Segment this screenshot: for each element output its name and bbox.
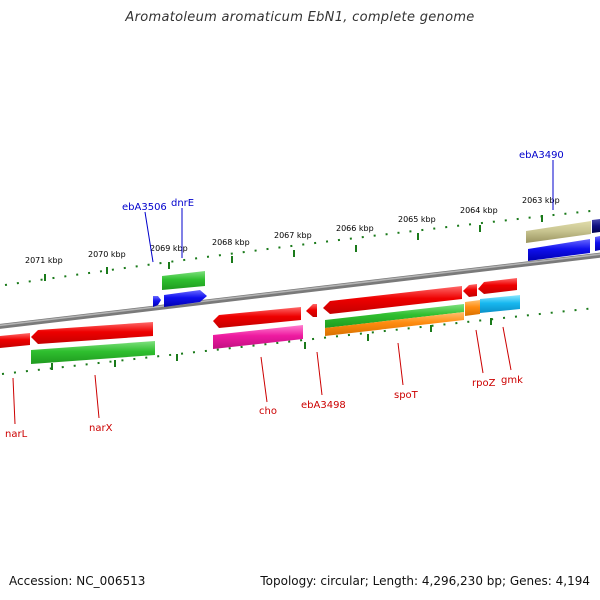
gene-arrow-spoT-orange[interactable] — [325, 312, 464, 336]
forward-major-ticks — [44, 215, 543, 281]
gene-label-ebA3498[interactable]: ebA3498 — [301, 400, 346, 411]
forward-leader-lines — [144, 160, 554, 263]
gene-arrow-cho-red[interactable] — [213, 307, 301, 328]
gene-arrow-olive[interactable] — [526, 221, 591, 243]
gene-arrow-ebA3498[interactable] — [306, 304, 317, 317]
tick-label-2063: 2063 kbp — [522, 196, 560, 205]
tick-label-2064: 2064 kbp — [460, 206, 498, 215]
accession-text: Accession: NC_006513 — [9, 574, 146, 588]
reverse-major-ticks — [51, 318, 492, 370]
gene-arrow-narL[interactable] — [0, 333, 30, 348]
gene-arrow-cho-pink[interactable] — [213, 325, 303, 349]
gene-arrow-blue-edge[interactable] — [595, 236, 600, 251]
tick-label-2070: 2070 kbp — [88, 250, 126, 259]
gene-arrow-dnrE-green[interactable] — [162, 271, 205, 290]
forward-tick-ring — [4, 209, 600, 286]
tick-label-2068: 2068 kbp — [212, 238, 250, 247]
gene-arrow-spoT-red[interactable] — [323, 286, 462, 314]
gene-label-spoT[interactable]: spoT — [394, 390, 419, 401]
gene-arrow-rpoZ-orange[interactable] — [465, 300, 480, 316]
tick-label-2066: 2066 kbp — [336, 224, 374, 233]
gene-label-ebA3506[interactable]: ebA3506 — [122, 202, 167, 213]
gene-arrow-blue-right[interactable] — [528, 239, 590, 261]
tick-label-2067: 2067 kbp — [274, 231, 312, 240]
gene-label-narX[interactable]: narX — [89, 423, 113, 434]
gene-arrow-navy[interactable] — [592, 219, 600, 233]
gene-arrow-blue-dnrE[interactable] — [164, 290, 207, 307]
gene-arrow-spoT-green[interactable] — [325, 304, 464, 328]
genome-backbone — [0, 252, 600, 329]
tick-label-2069: 2069 kbp — [150, 244, 188, 253]
gene-label-dnrE[interactable]: dnrE — [171, 198, 194, 209]
gene-label-rpoZ[interactable]: rpoZ — [472, 378, 496, 389]
page-title: Aromatoleum aromaticum EbN1, complete ge… — [125, 10, 475, 25]
gene-arrow-rpoZ-red[interactable] — [463, 284, 477, 297]
tick-label-2071: 2071 kbp — [25, 256, 63, 265]
reverse-leader-lines — [12, 326, 512, 425]
gene-label-cho[interactable]: cho — [259, 406, 277, 417]
topology-text: Topology: circular; Length: 4,296,230 bp… — [260, 574, 590, 588]
tick-label-2065: 2065 kbp — [398, 215, 436, 224]
gene-arrow-narX-green[interactable] — [31, 341, 155, 364]
gene-arrow-gmk-cyan[interactable] — [480, 295, 520, 313]
gene-arrow-narX-red[interactable] — [31, 322, 153, 344]
gene-label-ebA3490[interactable]: ebA3490 — [519, 150, 564, 161]
gene-label-gmk[interactable]: gmk — [501, 375, 523, 386]
gene-arrow-blue-small[interactable] — [153, 296, 161, 307]
gene-label-narL[interactable]: narL — [5, 429, 28, 440]
gene-arrow-gmk-red[interactable] — [478, 278, 517, 294]
